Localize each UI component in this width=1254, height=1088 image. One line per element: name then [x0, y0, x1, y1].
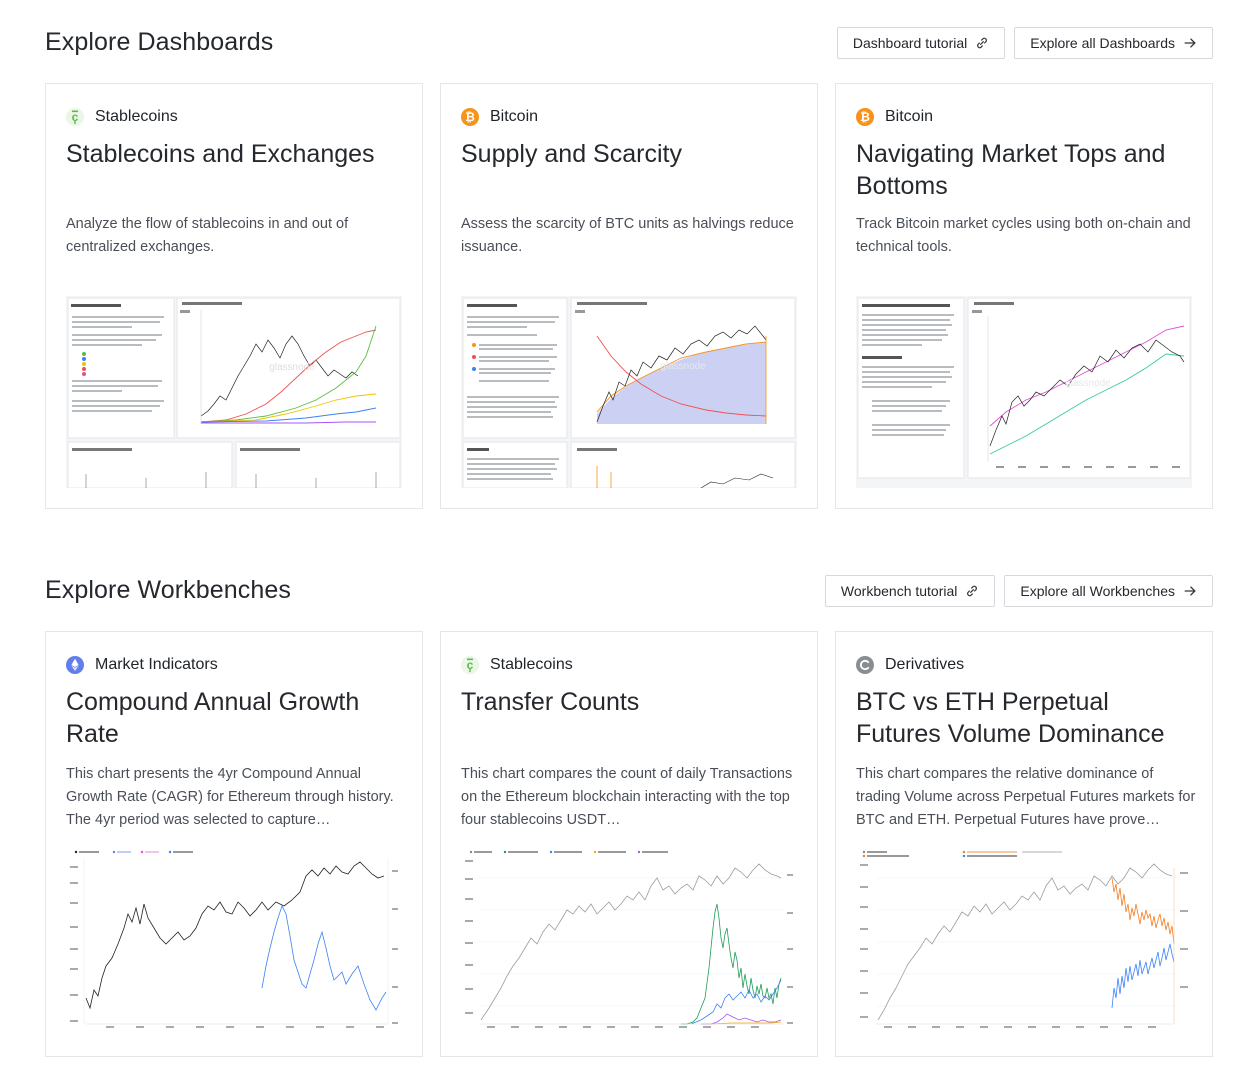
dashboards-section: Explore Dashboards Dashboard tutorial Ex…	[45, 26, 1213, 509]
workbenches-section: Explore Workbenches Workbench tutorial E…	[45, 574, 1213, 1057]
workbench-tutorial-button[interactable]: Workbench tutorial	[824, 575, 996, 607]
card-description: Track Bitcoin market cycles using both o…	[856, 216, 1191, 255]
card-description: Analyze the flow of stablecoins in and o…	[66, 216, 349, 255]
card-title: Compound Annual Growth Rate	[66, 688, 360, 748]
workbenches-section-title: Explore Workbenches	[45, 576, 292, 604]
card-category: c Stablecoins	[461, 656, 573, 674]
dashboard-thumbnail: glassnode	[66, 296, 402, 488]
arrow-right-icon	[1184, 38, 1196, 48]
card-category: ₿ Bitcoin	[856, 108, 933, 126]
dashboard-card[interactable]: ₿ Bitcoin Navigating Market Tops and Bot…	[835, 83, 1213, 509]
svg-text:glassnode: glassnode	[269, 362, 315, 373]
external-link-icon	[967, 585, 978, 597]
ethereum-icon	[66, 656, 84, 674]
card-category: ₿ Bitcoin	[461, 108, 538, 126]
workbench-thumbnail	[461, 848, 797, 1032]
dashboard-tutorial-button[interactable]: Dashboard tutorial	[836, 27, 1006, 59]
dashboards-actions: Dashboard tutorial Explore all Dashboard…	[836, 27, 1213, 59]
dashboard-card[interactable]: c Stablecoins Stablecoins and Exchanges …	[45, 83, 423, 509]
card-category-label: Stablecoins	[95, 108, 178, 125]
card-title: Stablecoins and Exchanges	[66, 140, 375, 168]
svg-text:₿: ₿	[860, 110, 870, 124]
card-category-label: Bitcoin	[490, 108, 539, 125]
card-category: c Stablecoins	[66, 108, 178, 126]
workbenches-header: Explore Workbenches Workbench tutorial E…	[45, 574, 1213, 607]
dashboard-cards: c Stablecoins Stablecoins and Exchanges …	[45, 83, 1213, 509]
explore-all-workbenches-label: Explore all Workbenches	[1020, 583, 1175, 599]
bitcoin-icon: ₿	[856, 108, 874, 126]
card-description: This chart compares the count of daily T…	[461, 766, 793, 828]
card-category-label: Bitcoin	[885, 108, 934, 125]
card-title: Navigating Market Tops and Bottoms	[856, 140, 1166, 200]
workbench-thumbnail	[856, 848, 1192, 1032]
svg-text:glassnode: glassnode	[660, 361, 706, 372]
workbench-tutorial-label: Workbench tutorial	[840, 583, 958, 599]
stablecoin-icon: c	[461, 656, 479, 674]
dashboard-card[interactable]: ₿ Bitcoin Supply and Scarcity Assess the…	[440, 83, 818, 509]
bitcoin-icon: ₿	[461, 108, 479, 126]
dashboard-tutorial-label: Dashboard tutorial	[852, 35, 968, 51]
card-title: BTC vs ETH Perpetual Futures Volume Domi…	[856, 688, 1165, 748]
workbench-card[interactable]: c Stablecoins Transfer Counts This chart…	[440, 631, 818, 1057]
dashboards-section-title: Explore Dashboards	[45, 28, 274, 56]
explore-all-dashboards-button[interactable]: Explore all Dashboards	[1014, 27, 1213, 59]
svg-text:c: c	[467, 658, 474, 672]
svg-text:glassnode: glassnode	[1065, 378, 1111, 389]
card-category-label: Market Indicators	[95, 656, 218, 673]
card-category-label: Stablecoins	[490, 656, 573, 673]
dashboard-thumbnail: glassnode	[856, 296, 1192, 488]
workbench-thumbnail	[66, 848, 402, 1032]
explore-all-dashboards-label: Explore all Dashboards	[1030, 35, 1175, 51]
explore-all-workbenches-button[interactable]: Explore all Workbenches	[1004, 575, 1213, 607]
workbenches-actions: Workbench tutorial Explore all Workbench…	[824, 575, 1213, 607]
card-category: Market Indicators	[66, 656, 218, 674]
workbench-card[interactable]: Market Indicators Compound Annual Growth…	[45, 631, 423, 1057]
card-description: Assess the scarcity of BTC units as halv…	[461, 216, 794, 255]
card-description: This chart compares the relative dominan…	[856, 766, 1196, 828]
workbench-cards: Market Indicators Compound Annual Growth…	[45, 631, 1213, 1057]
stablecoin-icon: c	[66, 108, 84, 126]
external-link-icon	[977, 37, 988, 49]
derivatives-icon	[856, 656, 874, 674]
card-category-label: Derivatives	[885, 656, 965, 673]
card-category: Derivatives	[856, 656, 964, 674]
arrow-right-icon	[1184, 586, 1196, 596]
svg-text:₿: ₿	[465, 110, 475, 124]
card-description: This chart presents the 4yr Compound Ann…	[66, 766, 394, 828]
workbench-card[interactable]: Derivatives BTC vs ETH Perpetual Futures…	[835, 631, 1213, 1057]
dashboard-thumbnail: glassnode	[461, 296, 797, 488]
svg-text:c: c	[72, 110, 79, 124]
card-title: Transfer Counts	[461, 688, 640, 716]
dashboards-header: Explore Dashboards Dashboard tutorial Ex…	[45, 26, 1213, 59]
card-title: Supply and Scarcity	[461, 140, 682, 168]
